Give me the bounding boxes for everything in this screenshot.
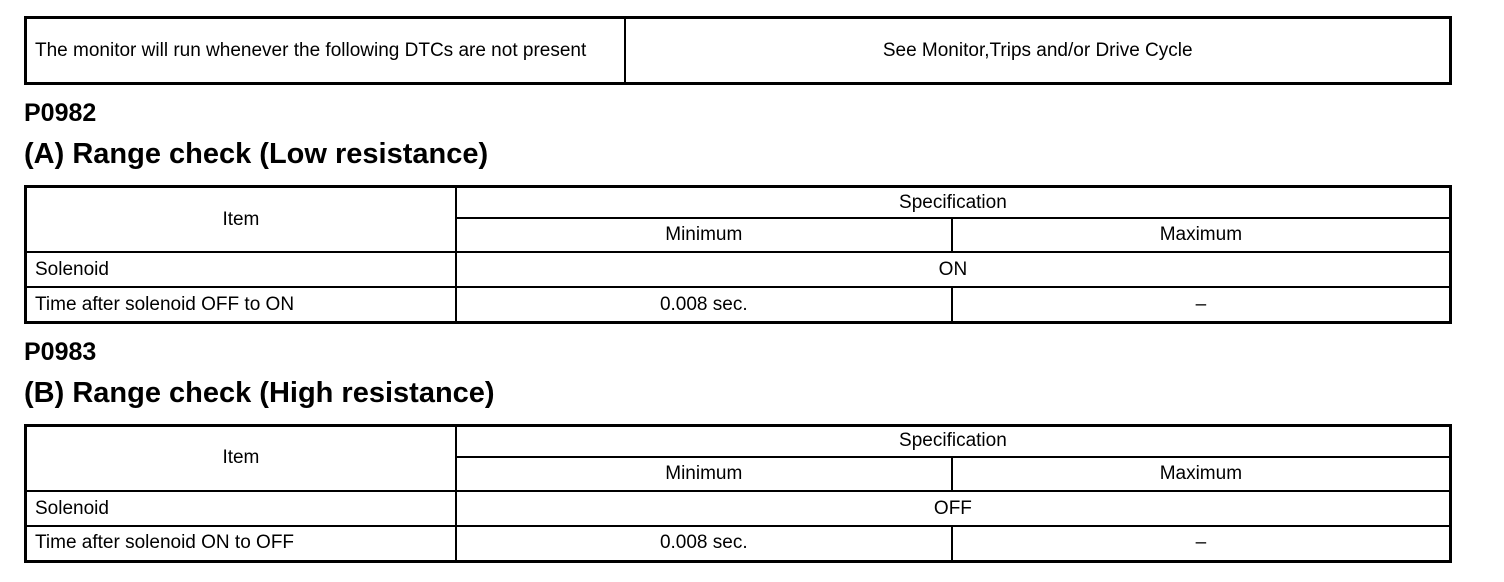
item-cell: Time after solenoid OFF to ON	[24, 286, 457, 324]
table-row: Solenoid OFF	[24, 490, 1452, 528]
item-cell: Time after solenoid ON to OFF	[24, 525, 457, 563]
item-cell: Solenoid	[24, 490, 457, 528]
item-column-header: Item	[24, 185, 457, 254]
section-title-heading: (A) Range check (Low resistance)	[24, 138, 489, 170]
table-header-row: Item Specification	[24, 424, 1452, 493]
specification-column-header: Specification	[454, 424, 1452, 459]
table-row: Time after solenoid ON to OFF 0.008 sec.…	[24, 525, 1452, 563]
maximum-column-header: Maximum	[950, 456, 1452, 493]
monitor-condition-table: The monitor will run whenever the follow…	[24, 16, 1452, 85]
table-row: The monitor will run whenever the follow…	[24, 16, 1452, 85]
table-header-row: Minimum Maximum	[26, 456, 1452, 493]
maximum-value-cell: –	[950, 286, 1452, 324]
specification-value-cell: OFF	[454, 490, 1452, 528]
minimum-value-cell: 0.008 sec.	[454, 525, 953, 563]
item-cell: Solenoid	[24, 251, 457, 289]
minimum-column-header: Minimum	[454, 456, 953, 493]
maximum-value-cell: –	[950, 525, 1452, 563]
minimum-value-cell: 0.008 sec.	[454, 286, 953, 324]
table-header-row: Minimum Maximum	[26, 217, 1452, 254]
specification-table: Item Specification Minimum Maximum Solen…	[24, 423, 1452, 563]
specification-table: Item Specification Minimum Maximum Solen…	[24, 184, 1452, 324]
maximum-column-header: Maximum	[950, 217, 1452, 254]
section-p0983: P0983 (B) Range check (High resistance) …	[24, 337, 1452, 563]
specification-value-cell: ON	[454, 251, 1452, 289]
monitor-reference-cell: See Monitor,Trips and/or Drive Cycle	[624, 16, 1452, 85]
table-row: Solenoid ON	[24, 251, 1452, 289]
item-column-header: Item	[24, 424, 457, 493]
monitor-condition-cell: The monitor will run whenever the follow…	[24, 16, 627, 85]
specification-column-header: Specification	[454, 185, 1452, 220]
section-title-heading: (B) Range check (High resistance)	[24, 376, 495, 409]
minimum-column-header: Minimum	[454, 217, 953, 254]
dtc-code-heading: P0982	[24, 99, 97, 127]
dtc-code-heading: P0983	[24, 337, 97, 366]
table-row: Time after solenoid OFF to ON 0.008 sec.…	[24, 286, 1452, 324]
table-header-row: Item Specification	[24, 185, 1452, 254]
section-p0982: P0982 (A) Range check (Low resistance) I…	[24, 98, 1452, 324]
